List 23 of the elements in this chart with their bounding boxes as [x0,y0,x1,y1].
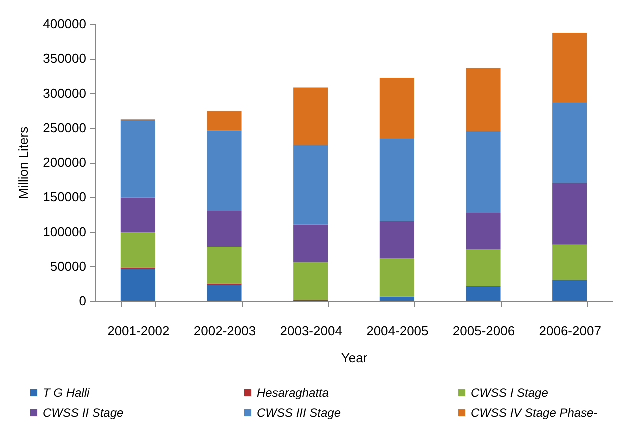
x-tick-label: 2002-2003 [194,324,256,338]
y-tick-label: 150000 [43,190,86,205]
y-tick-label: 100000 [43,224,86,240]
x-axis-title: Year [341,350,368,366]
legend-label: CWSS IV Stage Phase- [471,406,598,420]
x-tick-label: 2006-2007 [539,324,602,338]
legend-label: Hesaraghatta [257,386,330,400]
x-tick-label: 2001-2002 [108,324,170,338]
legend-label: CWSS I Stage [471,386,549,400]
y-axis-title: Million Liters [16,126,32,200]
y-tick-label: 400000 [43,16,86,32]
x-tick-label: 2005-2006 [452,324,516,338]
legend-label: T G Halli [43,386,90,400]
x-tick-label: 2003-2004 [280,324,342,338]
y-tick-label: 200000 [43,155,86,170]
x-tick-label: 2004-2005 [366,324,429,338]
legend-label: CWSS II Stage [43,406,124,420]
y-tick-label: 300000 [43,86,86,101]
y-tick-label: 50000 [50,258,86,274]
y-tick-label: 0 [79,294,86,308]
y-tick-label: 350000 [43,51,86,66]
legend-label: CWSS III Stage [257,406,342,420]
y-tick-label: 250000 [43,120,86,136]
